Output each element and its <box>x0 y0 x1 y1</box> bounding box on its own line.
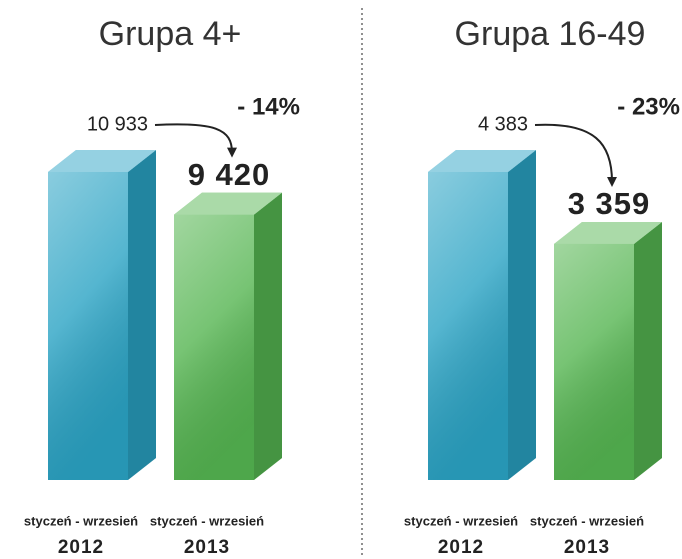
value-label: 9 420 <box>188 157 271 192</box>
bar-side-shade <box>508 150 536 480</box>
bar-side <box>634 221 662 481</box>
annotation: - 23% <box>617 93 680 120</box>
bar-shine <box>48 172 128 480</box>
arrow <box>534 123 617 187</box>
bar-top-shine <box>48 150 156 172</box>
bar-shine <box>554 243 634 480</box>
chart-title: Grupa 16-49 <box>455 15 646 53</box>
bar-top-shine <box>554 221 662 244</box>
x-tick-label: styczeń - wrzesień <box>24 513 138 528</box>
x-tick-label: styczeń - wrzesień <box>530 513 644 528</box>
x-tick-label: styczeń - wrzesień <box>404 513 518 528</box>
chart-title: Grupa 4+ <box>99 15 242 53</box>
bar-top-shine <box>428 150 536 172</box>
bar-side-shade <box>254 192 282 481</box>
value-label: 4 383 <box>478 113 528 135</box>
value-label: 10 933 <box>87 113 148 135</box>
bar-side <box>128 150 156 480</box>
bar-shine <box>174 214 254 481</box>
x-tick-label: 2012 <box>438 537 484 558</box>
bar-side <box>508 150 536 480</box>
bar-shine <box>428 172 508 480</box>
arrow <box>154 123 237 158</box>
bar-top-shine <box>174 192 282 215</box>
bar-side-shade <box>128 150 156 480</box>
x-tick-label: 2013 <box>184 537 230 558</box>
x-tick-label: 2013 <box>564 537 610 558</box>
bar-side <box>254 192 282 481</box>
x-tick-label: 2012 <box>58 537 104 558</box>
value-label: 3 359 <box>568 186 651 221</box>
annotation: - 14% <box>237 93 300 120</box>
x-tick-label: styczeń - wrzesień <box>150 513 264 528</box>
bar-side-shade <box>634 221 662 481</box>
